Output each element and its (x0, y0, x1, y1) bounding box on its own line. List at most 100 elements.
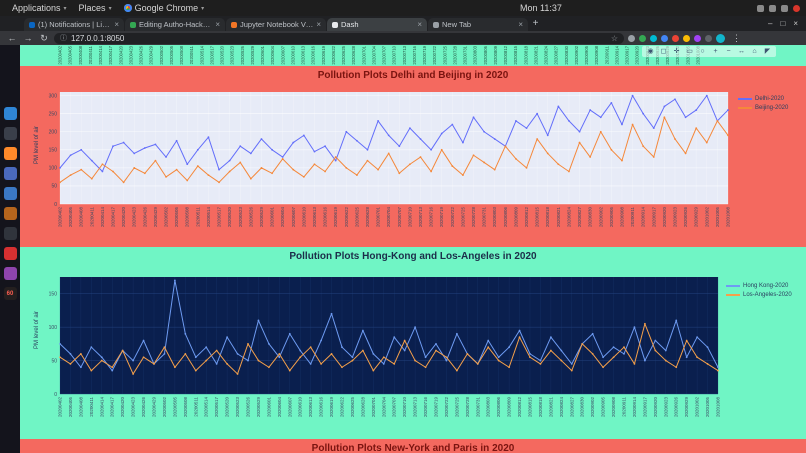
pan-icon[interactable]: ✛ (673, 48, 680, 55)
forward-button[interactable]: → (23, 33, 33, 43)
tab-close-icon[interactable]: × (316, 19, 321, 29)
zoom-icon[interactable]: ◻ (660, 48, 667, 55)
svg-text:20200929: 20200929 (694, 207, 699, 228)
new-tab-button[interactable]: + (532, 18, 539, 29)
google-chrome-menu[interactable]: Google Chrome ▾ (118, 3, 211, 13)
places-menu[interactable]: Places ▾ (73, 3, 118, 13)
dock-item-counter-icon[interactable]: 60 (3, 287, 17, 300)
svg-text:20200713: 20200713 (413, 397, 418, 418)
svg-text:20200613: 20200613 (308, 397, 313, 418)
extension-icon-2[interactable] (650, 34, 657, 42)
dock-item-files-icon[interactable] (3, 187, 17, 200)
pollution-chart-hongkong-losangeles[interactable]: 20200402 20200405 20200408 20200411 20200414… (30, 277, 722, 434)
dock-item-gimp-icon[interactable] (3, 207, 17, 220)
dock-item-photos-icon[interactable] (3, 267, 17, 280)
extension-icon-0[interactable] (628, 34, 635, 42)
svg-text:50: 50 (51, 358, 57, 364)
recording-indicator-icon[interactable] (793, 4, 800, 12)
bookmark-star-icon[interactable]: ☆ (610, 33, 618, 43)
svg-text:20200908: 20200908 (619, 207, 624, 228)
dock-item-settings-icon[interactable] (3, 227, 17, 240)
legend-label: Hong Kong-2020 (743, 283, 789, 289)
svg-text:20200905: 20200905 (584, 45, 589, 64)
maximize-button[interactable]: □ (780, 19, 786, 28)
profile-avatar[interactable] (716, 33, 725, 43)
svg-text:20200616: 20200616 (311, 45, 316, 64)
dock-item-vscode-icon[interactable] (3, 107, 17, 120)
svg-text:20200505: 20200505 (172, 397, 177, 418)
svg-text:20200505: 20200505 (174, 207, 179, 228)
tab-1[interactable]: Editing Autho-Hackathon× (125, 18, 225, 31)
clock[interactable]: Mon 11:37 (520, 3, 562, 13)
close-button[interactable]: × (793, 19, 798, 28)
plotly-logo-icon[interactable]: ◤ (764, 48, 771, 55)
svg-text:20200902: 20200902 (590, 397, 595, 418)
extension-icon-6[interactable] (694, 34, 701, 42)
extension-icon-7[interactable] (705, 34, 712, 42)
svg-text:20201005: 20201005 (715, 207, 720, 228)
tab-close-icon[interactable]: × (215, 19, 220, 29)
svg-text:20200502: 20200502 (162, 397, 167, 418)
svg-text:20200607: 20200607 (291, 207, 296, 228)
svg-text:20200905: 20200905 (609, 207, 614, 228)
extension-icon-3[interactable] (661, 34, 668, 42)
zoom-out-icon[interactable]: − (726, 48, 731, 55)
svg-text:20200818: 20200818 (523, 45, 528, 64)
tab-4[interactable]: New Tab × (428, 18, 528, 31)
network-icon[interactable] (757, 4, 764, 12)
svg-text:20200911: 20200911 (604, 45, 609, 64)
extension-icon-5[interactable] (683, 34, 690, 42)
extensions-row (628, 34, 712, 42)
svg-text:20200423: 20200423 (128, 45, 133, 64)
box-select-icon[interactable]: ▭ (686, 48, 693, 55)
address-bar[interactable]: ⓘ 127.0.0.1:8050 ☆ (54, 32, 624, 44)
svg-text:20201005: 20201005 (705, 397, 710, 418)
extension-icon-4[interactable] (672, 34, 679, 42)
legend-item-delhi[interactable]: Delhi-2020 (738, 96, 788, 102)
camera-icon[interactable]: ◉ (647, 48, 654, 55)
reload-button[interactable]: ↻ (40, 32, 48, 43)
autoscale-icon[interactable]: ↔ (738, 48, 745, 55)
svg-text:20200824: 20200824 (559, 397, 564, 418)
volume-icon[interactable] (769, 4, 776, 12)
tab-close-icon[interactable]: × (417, 19, 422, 29)
lasso-select-icon[interactable]: ○ (700, 48, 705, 55)
svg-text:20200716: 20200716 (429, 207, 434, 228)
browser-menu-icon[interactable]: ⋮ (732, 32, 741, 43)
legend-swatch (738, 107, 752, 109)
svg-text:20200827: 20200827 (569, 397, 574, 418)
pollution-chart-delhi-beijing[interactable]: 20200402 20200405 20200408 20200411 20200414… (30, 92, 732, 246)
plotly-modebar: ◉ ◻ ✛ ▭ ○ + − ↔ ⌂ ◤ (642, 46, 776, 57)
legend-item-hongkong[interactable]: Hong Kong-2020 (726, 283, 792, 289)
svg-text:0: 0 (54, 392, 57, 398)
battery-icon[interactable] (781, 4, 788, 12)
zoom-in-icon[interactable]: + (713, 48, 718, 55)
legend-label: Beijing-2020 (755, 105, 789, 111)
applications-menu[interactable]: Applications ▾ (6, 3, 73, 13)
previous-chart-x-axis: 20200402 20200405 20200408 20200411 20200414… (58, 45, 701, 64)
dock-item-terminal-icon[interactable] (3, 127, 17, 140)
tab-2[interactable]: Jupyter Notebook Viewer× (226, 18, 326, 31)
svg-text:20200520: 20200520 (227, 207, 232, 228)
dock-item-firefox-icon[interactable] (3, 147, 17, 160)
tab-0[interactable]: (1) Notifications | LinkedIn× (24, 18, 124, 31)
svg-text:20200818: 20200818 (538, 397, 543, 418)
system-tray (757, 4, 800, 12)
extension-icon-1[interactable] (639, 34, 646, 42)
svg-text:20200716: 20200716 (423, 397, 428, 418)
reset-axes-icon[interactable]: ⌂ (752, 48, 757, 55)
legend-item-beijing[interactable]: Beijing-2020 (738, 105, 788, 111)
tab-close-icon[interactable]: × (518, 19, 523, 29)
svg-text:20200914: 20200914 (641, 207, 646, 228)
tab-close-icon[interactable]: × (114, 19, 119, 29)
site-info-icon[interactable]: ⓘ (60, 35, 67, 42)
minimize-button[interactable]: – (768, 19, 773, 28)
legend-item-losangeles[interactable]: Los-Angeles-2020 (726, 292, 792, 298)
dock-item-recorder-icon[interactable] (3, 247, 17, 260)
svg-text:20200511: 20200511 (193, 397, 198, 417)
tab-3[interactable]: Dash × (327, 18, 427, 31)
svg-text:20201002: 20201002 (695, 397, 700, 418)
back-button[interactable]: ← (7, 33, 17, 43)
svg-text:20200713: 20200713 (402, 45, 407, 64)
dock-item-messenger-icon[interactable] (3, 167, 17, 180)
